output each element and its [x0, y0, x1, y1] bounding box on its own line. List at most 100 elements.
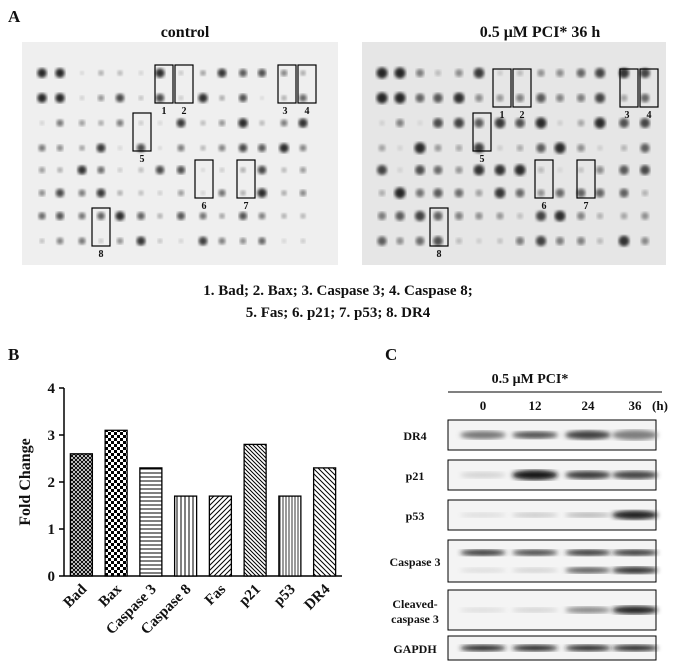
array-spot	[417, 120, 423, 126]
row-label: GAPDH	[393, 642, 437, 656]
blot-band	[565, 607, 611, 613]
row-label: p21	[406, 469, 425, 483]
array-spot	[494, 117, 506, 129]
array-spot	[39, 120, 45, 126]
array-spot	[281, 167, 287, 173]
bar	[278, 495, 302, 577]
blot-band	[512, 549, 558, 556]
bar	[173, 495, 198, 577]
array-spot	[56, 119, 64, 127]
box-label: 1	[162, 106, 167, 117]
array-spot	[496, 94, 504, 102]
blot-band	[460, 512, 506, 518]
bar	[139, 467, 163, 577]
array-spot	[577, 119, 585, 127]
array-spot	[397, 145, 403, 151]
array-spot	[138, 190, 144, 196]
array-spot	[38, 144, 46, 152]
array-spot	[433, 93, 443, 103]
array-box	[91, 207, 111, 247]
array-spot	[98, 120, 104, 126]
array-spot	[176, 118, 186, 128]
blot-band	[512, 431, 558, 439]
box-label: 3	[625, 110, 630, 121]
row-label: Cleaved-	[392, 597, 437, 611]
array-box	[492, 68, 512, 108]
array-spot	[55, 211, 65, 221]
array-spot	[535, 235, 547, 247]
array-spot	[537, 69, 545, 77]
array-spot	[536, 93, 546, 103]
array-spot	[79, 70, 85, 76]
array-spot	[434, 144, 442, 152]
time-label: 12	[529, 398, 542, 413]
box-label: 1	[500, 110, 505, 121]
array-spot	[595, 188, 605, 198]
array-spot	[415, 236, 425, 246]
array-spot	[578, 167, 584, 173]
array-spot	[219, 95, 225, 101]
box-label: 8	[437, 249, 442, 260]
array-spot	[415, 165, 425, 175]
blot-band	[460, 549, 506, 556]
array-spot	[238, 211, 248, 221]
box-label: 7	[244, 201, 249, 212]
array-spot	[157, 145, 163, 151]
array-spot	[98, 70, 104, 76]
array-spot	[219, 167, 225, 173]
array-spot	[157, 190, 163, 196]
panel-label: C	[385, 345, 397, 364]
box-label: 5	[480, 154, 485, 165]
array-spot	[395, 211, 405, 221]
array-spot	[453, 92, 465, 104]
x-tick-label: DR4	[302, 581, 334, 613]
array-spot	[177, 189, 185, 197]
blot-band	[565, 471, 611, 479]
array-box	[174, 64, 194, 104]
array-spot	[56, 237, 64, 245]
array-spot	[56, 144, 64, 152]
box-label: 3	[283, 106, 288, 117]
array-spot	[557, 120, 563, 126]
array-box	[297, 64, 317, 104]
array-spot	[556, 94, 564, 102]
y-tick-label: 3	[48, 428, 56, 444]
array-spot	[454, 188, 464, 198]
array-spot	[394, 67, 406, 79]
array-spot	[299, 189, 307, 197]
array-spot	[176, 165, 186, 175]
time-label: 0	[480, 398, 487, 413]
bar	[312, 467, 337, 577]
array-spot	[433, 188, 443, 198]
array-spot	[281, 238, 287, 244]
x-tick-label: Bax	[96, 581, 125, 610]
array-box	[277, 64, 297, 104]
time-label: 36	[629, 398, 643, 413]
caption: 5. Fas; 6. p21; 7. p53; 8. DR4	[246, 305, 431, 321]
box-label: 4	[305, 106, 310, 117]
array-spot	[555, 188, 565, 198]
array-spot	[258, 144, 266, 152]
array-spot	[639, 67, 651, 79]
array-spot	[199, 212, 207, 220]
array-spot	[415, 68, 425, 78]
array-spot	[619, 118, 629, 128]
array-spot	[79, 120, 85, 126]
array-spot	[200, 145, 206, 151]
array-spot	[455, 212, 463, 220]
array-spot	[117, 190, 123, 196]
array-spot	[596, 212, 604, 220]
blot-band	[612, 645, 658, 651]
array-spot	[200, 167, 206, 173]
array-spot	[259, 95, 265, 101]
array-spot	[618, 67, 630, 79]
array-spot	[497, 70, 503, 76]
array-spot	[257, 188, 267, 198]
blot-band	[512, 607, 558, 613]
array-spot	[476, 238, 482, 244]
array-spot	[218, 189, 226, 197]
array-spot	[475, 189, 483, 197]
array-spot	[640, 143, 650, 153]
array-spot	[259, 120, 265, 126]
array-spot	[37, 93, 47, 103]
